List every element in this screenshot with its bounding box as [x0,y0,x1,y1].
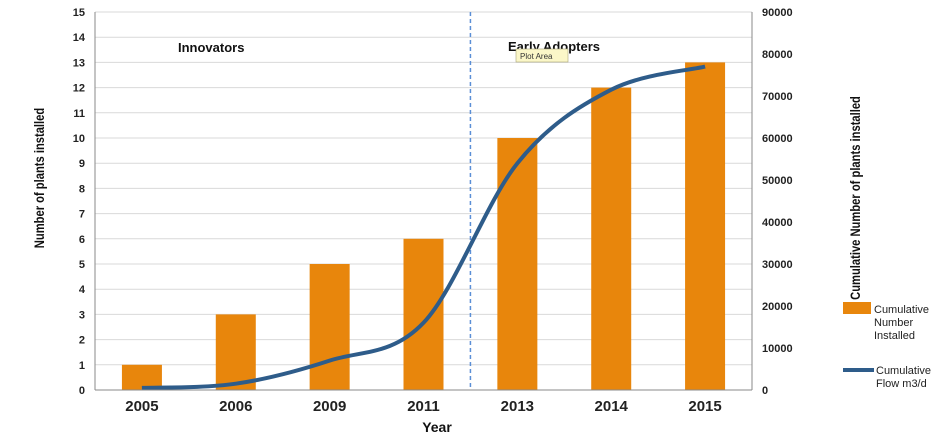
y-tick-label: 10 [73,133,85,145]
y-tick-label: 9 [79,158,85,170]
plot-area-tooltip: Plot Area [515,48,569,63]
x-tick-label: 2011 [407,398,440,415]
bar [497,138,538,390]
flow-line [141,64,706,390]
x-tick-labels: 2005 2006 2009 2011 2013 2014 2015 [125,398,722,415]
y-tick-label: 5 [79,259,85,271]
y-tick-label: 0 [79,385,85,397]
y-tick-label: 14 [73,32,86,44]
bar [685,62,726,391]
y2-tick-label: 20000 [762,301,793,313]
x-axis-title: Year [422,419,452,435]
y2-tick-label: 0 [762,385,768,397]
bar [309,264,350,390]
y-axis-title: Number of plants installed [32,108,47,248]
x-tick-label: 2013 [501,398,534,415]
bar [591,87,632,390]
legend-swatch-bars [843,302,871,314]
bar [215,314,256,390]
y-tick-label: 13 [73,57,85,69]
y-tick-label: 15 [73,7,85,19]
y-tick-label: 4 [79,284,86,296]
y2-tick-label: 90000 [762,7,793,19]
y-tick-label: 6 [79,234,85,246]
y2-tick-label: 60000 [762,133,793,145]
x-tick-label: 2015 [688,398,721,415]
x-tick-label: 2009 [313,398,346,415]
bar-series [121,62,726,391]
legend: Cumulative Number Installed Cumulative Flow… [843,302,931,390]
y2-tick-label: 70000 [762,91,793,103]
y2-tick-label: 80000 [762,49,793,61]
y2-tick-label: 10000 [762,343,793,355]
legend-label-bars: Cumulative Number Installed [874,304,929,342]
y2-tick-label: 50000 [762,175,793,187]
y-tick-label: 11 [73,108,85,120]
right-y-tick-labels: 0 10000 20000 30000 40000 50000 60000 70000 8000… [762,7,793,397]
axes [94,12,753,391]
y2-tick-label: 40000 [762,217,793,229]
y2-tick-label: 30000 [762,259,793,271]
x-tick-label: 2014 [595,398,629,415]
x-tick-label: 2005 [125,398,158,415]
y-tick-label: 1 [79,360,85,372]
y-tick-label: 3 [79,309,85,321]
y-tick-label: 12 [73,83,85,95]
y-tick-label: 2 [79,335,85,347]
tooltip-text: Plot Area [520,52,553,61]
x-tick-label: 2006 [219,398,252,415]
y-tick-label: 7 [79,209,85,221]
bar [403,238,444,390]
y-tick-label: 8 [79,183,85,195]
innovators-label: Innovators [178,40,244,55]
legend-label-line: Cumulative Flow m3/d [876,365,931,390]
y2-axis-title: Cumulative Number of plants installed [848,96,863,300]
